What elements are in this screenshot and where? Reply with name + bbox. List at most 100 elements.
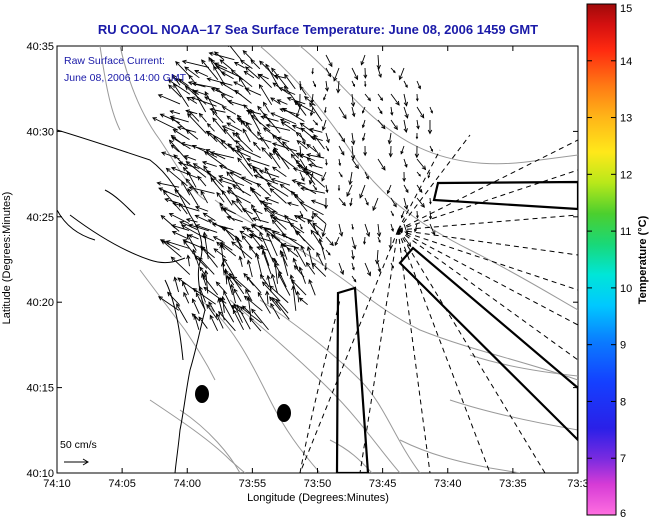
current-vector-arrow xyxy=(364,197,369,206)
current-vector-arrow xyxy=(186,233,197,251)
current-vector-arrow xyxy=(325,67,331,78)
current-vector-arrow xyxy=(299,171,305,182)
current-vector-arrow xyxy=(306,143,317,153)
current-vector-arrow xyxy=(213,135,227,149)
current-vector-arrow xyxy=(414,145,420,159)
current-vector-arrow xyxy=(298,266,306,284)
current-vector-arrow xyxy=(221,189,233,206)
radar-ray xyxy=(397,229,578,361)
current-vector-arrow xyxy=(390,119,398,131)
x-tick-label: 73:3 xyxy=(567,478,588,490)
current-vector-arrow xyxy=(308,279,316,296)
current-vector-arrow xyxy=(156,181,180,188)
current-vector-arrow xyxy=(194,205,209,212)
current-vector-arrow xyxy=(309,102,323,122)
current-vector-arrow xyxy=(284,73,296,90)
current-vector-arrow xyxy=(194,214,209,223)
current-vector-arrow xyxy=(334,236,340,247)
current-vector-arrow xyxy=(235,139,245,150)
current-vector-arrow xyxy=(255,252,263,278)
current-vector-arrow xyxy=(349,197,353,207)
shipping-lane-southeast xyxy=(398,246,578,442)
current-vector-arrow xyxy=(291,285,297,311)
current-vector-arrow xyxy=(182,281,189,295)
current-vector-arrow xyxy=(429,145,433,152)
current-vector-arrow xyxy=(218,310,236,332)
current-vector-arrow xyxy=(300,127,317,141)
current-vector-arrow xyxy=(173,154,189,169)
current-vector-arrow xyxy=(220,93,234,106)
current-vector-arrow xyxy=(219,202,226,212)
current-vector-arrow xyxy=(265,123,291,131)
current-vector-arrow xyxy=(245,227,263,242)
current-vector-arrow xyxy=(173,276,180,293)
current-vector-arrow xyxy=(244,87,262,96)
current-vector-arrow xyxy=(238,76,251,95)
current-vector-arrow xyxy=(350,132,356,146)
current-vector-arrow xyxy=(386,184,392,195)
current-vector-arrow xyxy=(209,151,235,159)
current-vector-arrow xyxy=(181,224,206,239)
current-vector-arrow xyxy=(201,160,217,167)
current-vector-arrow xyxy=(364,223,371,238)
current-vector-arrow xyxy=(170,256,191,275)
map-area: Raw Surface Current: June 08, 2006 14:00… xyxy=(57,46,578,473)
current-vector-arrow xyxy=(310,199,326,207)
current-vector-arrow xyxy=(266,183,289,197)
current-vector-arrow xyxy=(245,121,252,132)
current-vector-arrow xyxy=(346,184,353,197)
current-vector-arrow xyxy=(181,180,191,196)
current-vector-arrow xyxy=(220,226,242,243)
current-vector-arrow xyxy=(299,132,306,146)
current-vector-arrow xyxy=(233,303,243,323)
current-vector-arrow xyxy=(286,247,299,258)
current-vector-arrow xyxy=(168,139,188,161)
current-vector-arrow xyxy=(246,259,253,278)
current-vector-arrow xyxy=(229,171,253,185)
current-vector-arrow xyxy=(269,188,287,204)
current-vector-arrow xyxy=(198,112,207,123)
current-vector-arrow xyxy=(197,175,207,187)
current-vector-arrow xyxy=(185,161,207,178)
current-vector-arrow xyxy=(256,182,272,197)
current-vector-arrow xyxy=(308,163,323,169)
current-vector-arrow xyxy=(416,158,427,171)
colorbar-tick-label: 15 xyxy=(620,3,632,15)
current-vector-arrow xyxy=(351,80,356,88)
current-vector-arrow xyxy=(297,215,315,222)
current-vector-arrow xyxy=(351,262,355,271)
current-vector-arrow xyxy=(266,232,278,257)
current-vector-arrow xyxy=(171,230,190,240)
current-vector-arrow xyxy=(250,59,261,70)
current-vector-arrow xyxy=(233,81,244,88)
current-vector-arrow xyxy=(181,59,209,68)
current-vector-arrow xyxy=(186,96,198,104)
current-vector-arrow xyxy=(299,80,302,87)
current-vector-arrow xyxy=(188,185,215,194)
current-vector-arrow xyxy=(312,119,319,126)
colorbar-tick-label: 14 xyxy=(620,56,632,68)
current-vector-arrow xyxy=(238,255,243,267)
current-vector-arrow xyxy=(388,145,393,158)
current-vector-arrow xyxy=(232,276,252,293)
current-vector-arrow xyxy=(400,210,405,219)
y-tick-label: 40:35 xyxy=(26,41,54,53)
current-vector-arrow xyxy=(390,223,394,233)
x-tick-label: 73:45 xyxy=(369,478,397,490)
current-vector-arrow xyxy=(336,80,341,94)
y-tick-label: 40:15 xyxy=(26,383,54,395)
current-vector-arrow xyxy=(209,314,219,332)
current-vector-arrow xyxy=(186,254,191,267)
current-vector-arrow xyxy=(271,166,287,178)
current-vector-arrow xyxy=(251,308,269,331)
current-vector-arrow xyxy=(221,106,237,115)
current-vector-arrow xyxy=(278,273,291,296)
current-vector-arrow xyxy=(416,197,425,208)
current-vector-arrow xyxy=(323,197,328,210)
current-vector-arrow xyxy=(375,249,380,265)
current-vector-arrow xyxy=(351,275,357,283)
current-vector-arrow xyxy=(311,67,314,75)
current-vector-arrow xyxy=(152,117,179,131)
current-vector-arrow xyxy=(211,110,224,124)
map-frame xyxy=(56,45,579,474)
